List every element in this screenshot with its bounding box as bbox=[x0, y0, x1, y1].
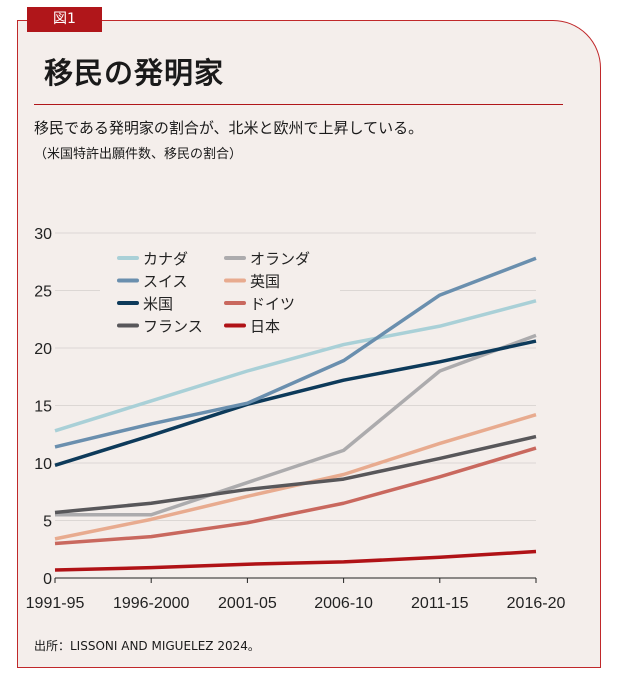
chart-card bbox=[17, 20, 601, 668]
y-tick-label: 0 bbox=[43, 571, 52, 588]
legend-label: オランダ bbox=[250, 250, 310, 268]
chart-subtitle: 移民である発明家の割合が、北米と欧州で上昇している。 bbox=[34, 119, 424, 137]
legend-label: フランス bbox=[143, 318, 203, 336]
legend-label: スイス bbox=[143, 273, 188, 291]
series-line-4 bbox=[55, 333, 537, 517]
chart-note: （米国特許出願件数、移民の割合） bbox=[34, 147, 243, 162]
y-tick-label: 30 bbox=[34, 226, 52, 243]
y-tick-label: 10 bbox=[34, 456, 52, 473]
series-line-3 bbox=[54, 434, 537, 515]
series-line-1 bbox=[54, 256, 537, 449]
legend-label: ドイツ bbox=[250, 295, 295, 313]
legend-label: 日本 bbox=[250, 318, 280, 336]
y-tick-label: 20 bbox=[34, 341, 52, 358]
x-tick-label: 1991-95 bbox=[26, 595, 85, 612]
legend-background bbox=[100, 245, 340, 337]
title-divider bbox=[34, 104, 563, 105]
x-tick-label: 2016-20 bbox=[507, 595, 566, 612]
source-note: 出所：LISSONI AND MIGUELEZ 2024。 bbox=[34, 639, 260, 653]
series-line-7 bbox=[54, 549, 537, 572]
x-tick-label: 1996-2000 bbox=[113, 595, 190, 612]
x-tick-label: 2006-10 bbox=[314, 595, 373, 612]
series-line-0 bbox=[54, 299, 537, 433]
x-tick-label: 2001-05 bbox=[218, 595, 277, 612]
y-tick-label: 15 bbox=[34, 399, 52, 416]
legend-label: 米国 bbox=[143, 295, 173, 313]
chart-title: 移民の発明家 bbox=[44, 56, 225, 90]
series-line-2 bbox=[54, 339, 537, 467]
y-tick-label: 25 bbox=[34, 284, 52, 301]
y-tick-label: 5 bbox=[43, 514, 52, 531]
legend-label: 英国 bbox=[250, 273, 280, 291]
series-line-6 bbox=[54, 446, 537, 546]
legend-label: カナダ bbox=[143, 250, 188, 268]
figure-badge: 図1 bbox=[27, 7, 102, 32]
x-tick-label: 2011-15 bbox=[411, 595, 469, 612]
